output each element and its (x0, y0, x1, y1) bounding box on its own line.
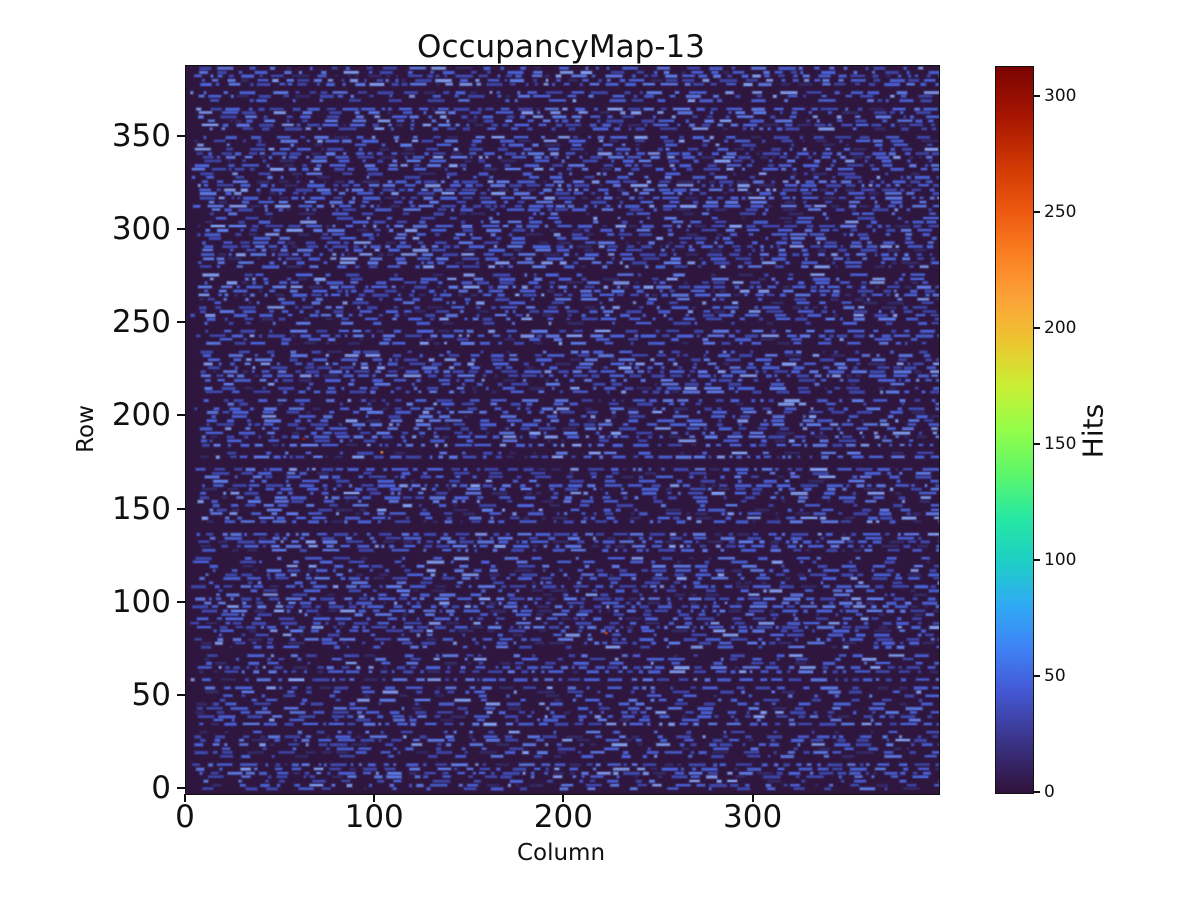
y-tick-label: 0 (151, 770, 171, 807)
y-tick-mark (177, 134, 185, 137)
x-axis-label: Column (516, 840, 606, 866)
y-tick-label: 50 (131, 677, 171, 714)
x-tick-mark (373, 794, 376, 802)
colorbar-tick-mark (1033, 211, 1040, 213)
x-tick-label: 200 (533, 799, 593, 835)
y-tick-label: 250 (111, 304, 171, 341)
x-tick-mark (562, 794, 565, 802)
y-axis-label: Row (73, 405, 99, 453)
chart-title: OccupancyMap-13 (417, 29, 705, 65)
colorbar-gradient (995, 66, 1034, 794)
colorbar-tick-label: 250 (1044, 202, 1077, 223)
colorbar-tick-label: 50 (1044, 666, 1066, 687)
colorbar-tick-mark (1033, 443, 1040, 445)
colorbar-tick-label: 100 (1044, 550, 1077, 571)
colorbar-label: Hits (1076, 403, 1110, 459)
y-tick-label: 200 (111, 397, 171, 434)
y-tick-label: 100 (111, 583, 171, 620)
y-tick-mark (177, 414, 185, 417)
y-tick-label: 150 (111, 490, 171, 527)
y-tick-mark (177, 600, 185, 603)
y-tick-mark (177, 694, 185, 697)
heatmap-canvas (186, 66, 939, 794)
x-tick-mark (751, 794, 754, 802)
y-tick-label: 350 (111, 117, 171, 154)
colorbar-tick-label: 0 (1044, 782, 1055, 802)
y-tick-mark (177, 228, 185, 231)
heatmap-plot (185, 65, 940, 795)
y-tick-mark (177, 787, 185, 790)
colorbar-tick-label: 300 (1044, 86, 1077, 107)
x-tick-mark (184, 794, 186, 802)
colorbar-tick-label: 150 (1044, 434, 1077, 455)
x-tick-label: 300 (722, 799, 783, 835)
x-tick-label: 0 (175, 799, 195, 835)
colorbar-tick-mark (1033, 559, 1040, 561)
colorbar-tick-mark (1033, 675, 1040, 677)
y-tick-label: 300 (111, 211, 171, 248)
colorbar-tick-mark (1033, 327, 1040, 329)
colorbar-tick-mark (1033, 791, 1040, 793)
colorbar-tick-label: 200 (1044, 318, 1077, 339)
colorbar-tick-mark (1033, 95, 1040, 97)
y-tick-mark (177, 507, 185, 510)
x-tick-label: 100 (344, 799, 404, 835)
y-tick-mark (177, 321, 185, 324)
